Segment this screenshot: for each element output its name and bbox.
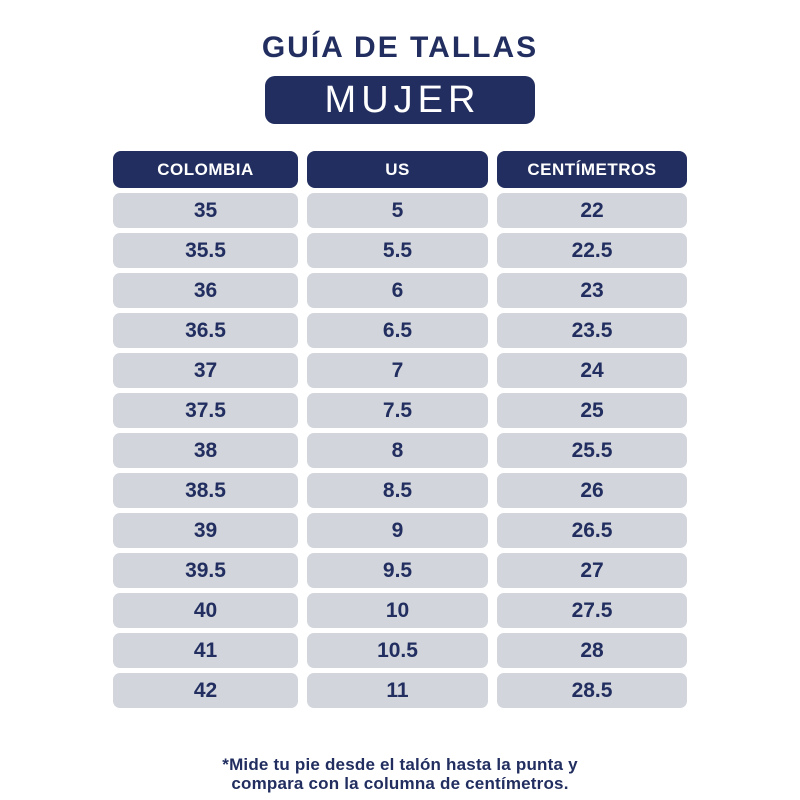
table-row: 38 8 25.5 [113, 433, 687, 468]
table-cell: 40 [113, 593, 298, 628]
table-cell: 8.5 [307, 473, 488, 508]
table-row: 36.5 6.5 23.5 [113, 313, 687, 348]
table-cell: 37 [113, 353, 298, 388]
footnote: *Mide tu pie desde el talón hasta la pun… [222, 755, 577, 793]
table-row: 38.5 8.5 26 [113, 473, 687, 508]
table-row: 37.5 7.5 25 [113, 393, 687, 428]
table-cell: 25 [497, 393, 687, 428]
footnote-line-1: *Mide tu pie desde el talón hasta la pun… [222, 755, 578, 774]
column-header-colombia: COLOMBIA [113, 151, 298, 188]
table-cell: 28 [497, 633, 687, 668]
table-cell: 5 [307, 193, 488, 228]
table-row: 41 10.5 28 [113, 633, 687, 668]
table-cell: 39 [113, 513, 298, 548]
table-header-row: COLOMBIA US CENTÍMETROS [113, 151, 687, 188]
table-cell: 41 [113, 633, 298, 668]
table-cell: 38 [113, 433, 298, 468]
table-cell: 27 [497, 553, 687, 588]
table-row: 37 7 24 [113, 353, 687, 388]
table-cell: 7.5 [307, 393, 488, 428]
table-cell: 38.5 [113, 473, 298, 508]
table-cell: 6 [307, 273, 488, 308]
table-cell: 8 [307, 433, 488, 468]
page-title: GUÍA DE TALLAS [261, 31, 539, 64]
size-table: COLOMBIA US CENTÍMETROS 35 5 22 35.5 5.5 22.5… [113, 151, 687, 713]
table-cell: 28.5 [497, 673, 687, 708]
column-header-us: US [307, 151, 488, 188]
table-cell: 26 [497, 473, 687, 508]
table-cell: 27.5 [497, 593, 687, 628]
table-cell: 5.5 [307, 233, 488, 268]
table-row: 42 11 28.5 [113, 673, 687, 708]
table-cell: 26.5 [497, 513, 687, 548]
table-cell: 37.5 [113, 393, 298, 428]
table-cell: 10 [307, 593, 488, 628]
table-cell: 7 [307, 353, 488, 388]
column-header-centimetros: CENTÍMETROS [497, 151, 687, 188]
table-row: 36 6 23 [113, 273, 687, 308]
table-cell: 6.5 [307, 313, 488, 348]
size-table-body: 35 5 22 35.5 5.5 22.5 36 6 23 36.5 6.5 23.5 37 7 24 37.… [113, 193, 687, 708]
category-badge: MUJER [265, 76, 535, 124]
table-row: 39 9 26.5 [113, 513, 687, 548]
table-cell: 36 [113, 273, 298, 308]
table-cell: 36.5 [113, 313, 298, 348]
table-cell: 23.5 [497, 313, 687, 348]
table-cell: 9 [307, 513, 488, 548]
table-cell: 42 [113, 673, 298, 708]
table-cell: 35 [113, 193, 298, 228]
category-badge-label: MUJER [324, 79, 481, 121]
table-cell: 25.5 [497, 433, 687, 468]
footnote-line-2: compara con la columna de centímetros. [231, 774, 569, 793]
table-cell: 23 [497, 273, 687, 308]
table-cell: 11 [307, 673, 488, 708]
table-cell: 10.5 [307, 633, 488, 668]
table-cell: 22.5 [497, 233, 687, 268]
table-cell: 39.5 [113, 553, 298, 588]
table-row: 35 5 22 [113, 193, 687, 228]
table-cell: 9.5 [307, 553, 488, 588]
table-cell: 35.5 [113, 233, 298, 268]
table-cell: 24 [497, 353, 687, 388]
table-row: 39.5 9.5 27 [113, 553, 687, 588]
table-cell: 22 [497, 193, 687, 228]
table-row: 35.5 5.5 22.5 [113, 233, 687, 268]
table-row: 40 10 27.5 [113, 593, 687, 628]
